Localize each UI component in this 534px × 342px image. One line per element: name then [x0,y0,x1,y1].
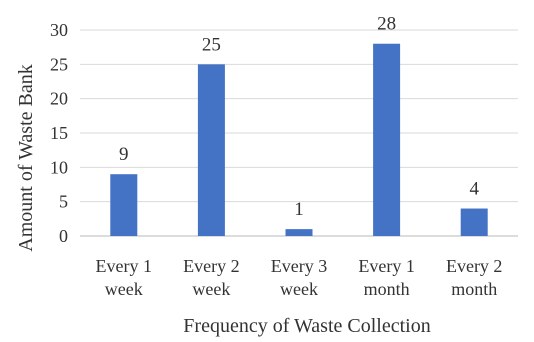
x-category-label-line: Every 2 [446,256,502,276]
y-tick-label: 10 [50,157,68,177]
y-tick-label: 20 [50,89,68,109]
x-category-label: Every 2 week [183,256,239,299]
bar [197,64,225,236]
x-category-label: Every 3 week [271,256,327,299]
data-labels: 9 25 1 28 4 [119,14,479,220]
y-tick-label: 25 [50,54,68,74]
x-category-label: Every 2 month [446,256,502,299]
bar [110,174,138,236]
x-category-label-line: Every 2 [183,256,239,276]
y-tick-label: 15 [50,123,68,143]
data-label: 28 [377,14,396,35]
bar [460,208,488,236]
x-axis-label: Frequency of Waste Collection [183,315,430,337]
y-axis-ticks: 0 5 10 15 20 25 30 [50,20,68,246]
y-tick-label: 30 [50,20,68,40]
data-label: 4 [469,179,479,200]
bar [373,43,401,236]
data-label: 25 [202,34,221,55]
x-category-label: Every 1 month [358,256,414,299]
x-category-label-line: week [192,279,230,299]
x-category-label-line: week [280,279,318,299]
y-axis-label: Amount of Waste Bank [15,64,37,251]
x-category-label-line: Every 3 [271,256,327,276]
x-category-label-line: month [451,279,497,299]
x-category-label-line: month [364,279,410,299]
x-category-label-line: Every 1 [96,256,152,276]
gridlines [80,29,518,237]
x-category-label: Every 1 week [96,256,152,299]
y-tick-label: 0 [59,226,68,246]
bar [285,229,313,236]
bars [110,43,488,236]
data-label: 9 [119,144,129,165]
x-category-label-line: week [105,279,143,299]
data-label: 1 [294,199,304,220]
x-category-label-line: Every 1 [358,256,414,276]
y-tick-label: 5 [59,192,68,212]
